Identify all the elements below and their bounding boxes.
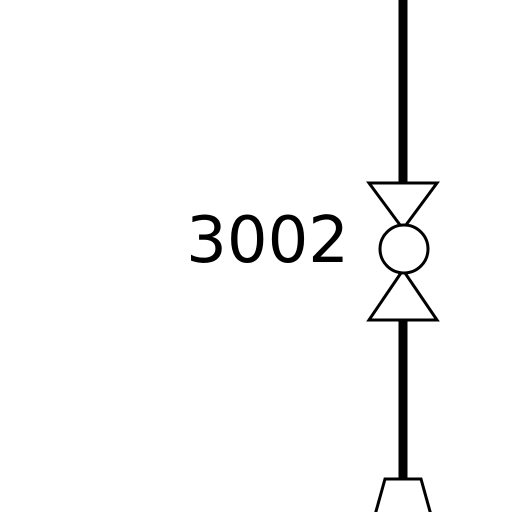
valve-upper-triangle xyxy=(366,181,440,232)
reducer-fitting xyxy=(374,477,432,512)
valve-actuator-circle xyxy=(378,223,430,275)
valve-lower-triangle xyxy=(366,267,440,322)
valve-tag-label: 3002 xyxy=(186,204,349,278)
